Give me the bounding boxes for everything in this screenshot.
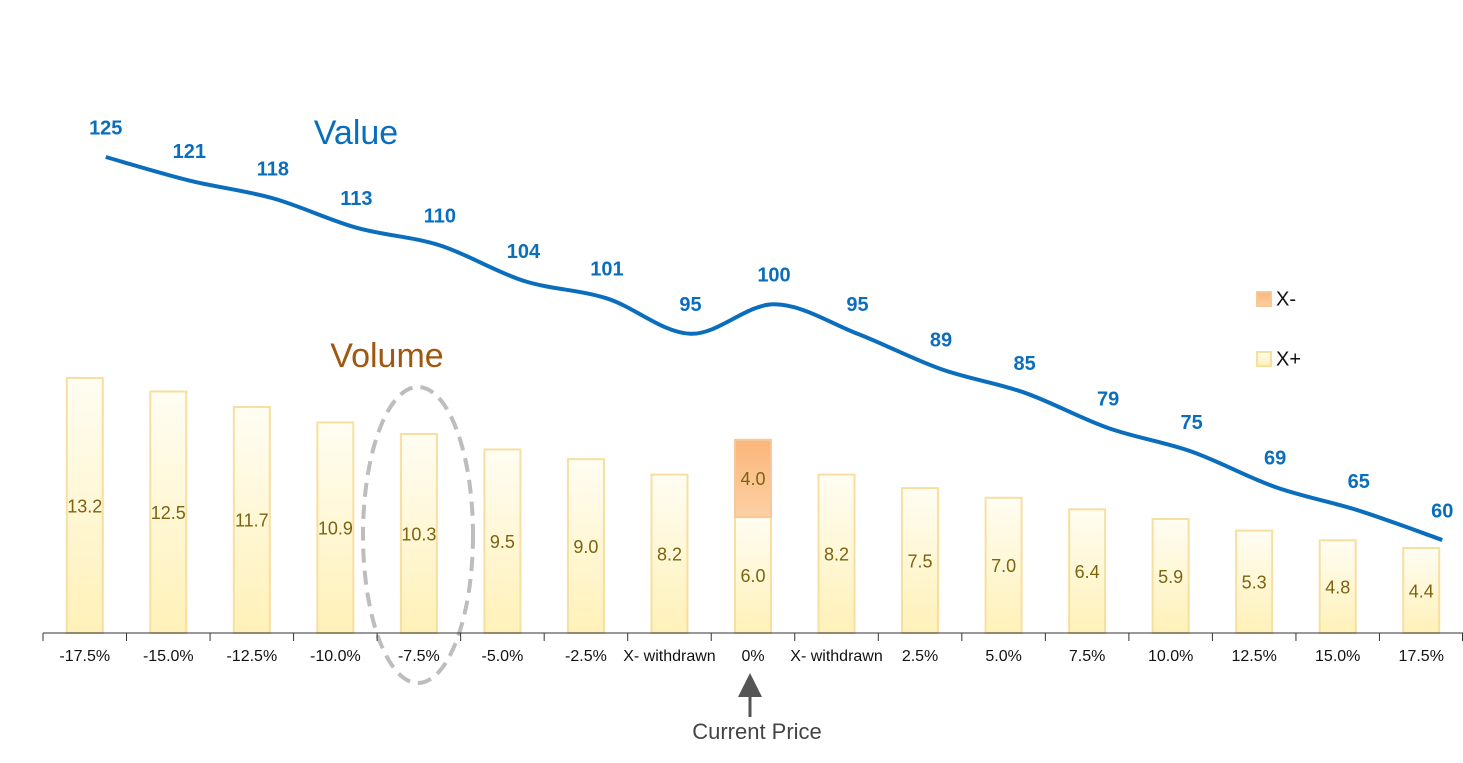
x-tick-label: -7.5% bbox=[398, 648, 440, 665]
legend-swatch bbox=[1256, 351, 1272, 367]
line-value-label: 113 bbox=[340, 188, 372, 210]
bar bbox=[650, 473, 689, 634]
line-value-label: 101 bbox=[590, 259, 623, 281]
line-value-label: 125 bbox=[89, 117, 122, 139]
line-value-label: 89 bbox=[930, 329, 952, 351]
line-value-label: 65 bbox=[1348, 471, 1370, 493]
bar-value-label: 10.3 bbox=[401, 524, 436, 544]
line-value-label: 95 bbox=[679, 294, 701, 316]
bar-value-label: 7.5 bbox=[908, 551, 933, 571]
bar bbox=[817, 473, 856, 634]
bar-value-label: 8.2 bbox=[824, 545, 849, 565]
bar-value-label: 4.8 bbox=[1325, 577, 1350, 597]
line-value-label: 121 bbox=[173, 141, 206, 163]
line-value-label: 85 bbox=[1013, 353, 1035, 375]
x-tick-label: 17.5% bbox=[1399, 648, 1444, 665]
bar bbox=[734, 438, 772, 519]
bar-value-label: 9.5 bbox=[490, 532, 515, 552]
legend-swatch bbox=[1256, 291, 1272, 307]
highlight-ellipse bbox=[361, 385, 475, 685]
x-tick-label: 15.0% bbox=[1315, 648, 1360, 665]
bar bbox=[316, 421, 355, 634]
x-tick-label: -12.5% bbox=[226, 648, 277, 665]
bar bbox=[1318, 539, 1357, 634]
bar bbox=[483, 448, 522, 634]
x-tick-label: 2.5% bbox=[902, 648, 938, 665]
legend: X- X+ bbox=[1256, 288, 1301, 370]
line-value-label: 95 bbox=[846, 294, 868, 316]
x-tick-label: 0% bbox=[741, 648, 764, 665]
x-tick-label: X- withdrawn bbox=[623, 648, 715, 665]
x-tick-label: -2.5% bbox=[565, 648, 607, 665]
line-value-label: 104 bbox=[507, 241, 541, 263]
bar-value-label: 10.9 bbox=[318, 518, 353, 538]
line-value-label: 69 bbox=[1264, 447, 1286, 469]
x-tick-label: -10.0% bbox=[310, 648, 361, 665]
x-tick-label: -17.5% bbox=[59, 648, 110, 665]
line-value-label: 75 bbox=[1181, 412, 1203, 434]
line-value-label: 79 bbox=[1097, 388, 1119, 410]
bar-value-label: 8.2 bbox=[657, 545, 682, 565]
line-value-label: 110 bbox=[424, 206, 456, 228]
x-tick-label: 12.5% bbox=[1231, 648, 1276, 665]
x-tick-label: X- withdrawn bbox=[790, 648, 882, 665]
bar-value-label: 9.0 bbox=[573, 537, 598, 557]
x-tick-label: 10.0% bbox=[1148, 648, 1193, 665]
bar-value-label: 5.9 bbox=[1158, 567, 1183, 587]
bar-value-label: 6.0 bbox=[740, 566, 765, 586]
line-value-label: 60 bbox=[1431, 500, 1453, 522]
x-tick-label: 7.5% bbox=[1069, 648, 1105, 665]
x-tick-label: -5.0% bbox=[482, 648, 524, 665]
bar-value-label: 4.4 bbox=[1409, 581, 1434, 601]
bar bbox=[65, 377, 104, 634]
bar-value-label: 11.7 bbox=[235, 511, 269, 531]
x-tick-label: 5.0% bbox=[985, 648, 1021, 665]
bar bbox=[149, 390, 188, 635]
bar-value-label: 4.0 bbox=[740, 469, 765, 489]
line-value-label: 100 bbox=[757, 265, 790, 287]
volume-label: Volume bbox=[330, 337, 443, 375]
bars: 13.2 12.5 11.7 10.9 10.3 9.5 9.0 8.2 6.0 4.0 8.2 7.… bbox=[65, 377, 1441, 635]
bar-value-label: 6.4 bbox=[1075, 562, 1100, 582]
value-line bbox=[105, 155, 1443, 542]
bar bbox=[1402, 547, 1441, 634]
bar-value-label: 13.2 bbox=[67, 496, 102, 516]
bar bbox=[1235, 529, 1274, 635]
bar-value-label: 7.0 bbox=[991, 556, 1016, 576]
line-value-label: 118 bbox=[257, 159, 289, 181]
bar bbox=[1068, 508, 1107, 635]
legend-label: X+ bbox=[1276, 348, 1301, 370]
bar-value-label: 12.5 bbox=[151, 503, 186, 523]
x-tick-label: -15.0% bbox=[143, 648, 194, 665]
legend-label: X- bbox=[1276, 288, 1296, 310]
bar bbox=[901, 487, 940, 635]
current-price-label: Current Price bbox=[692, 719, 822, 744]
value-label: Value bbox=[314, 114, 398, 152]
bar-value-label: 5.3 bbox=[1242, 573, 1267, 593]
